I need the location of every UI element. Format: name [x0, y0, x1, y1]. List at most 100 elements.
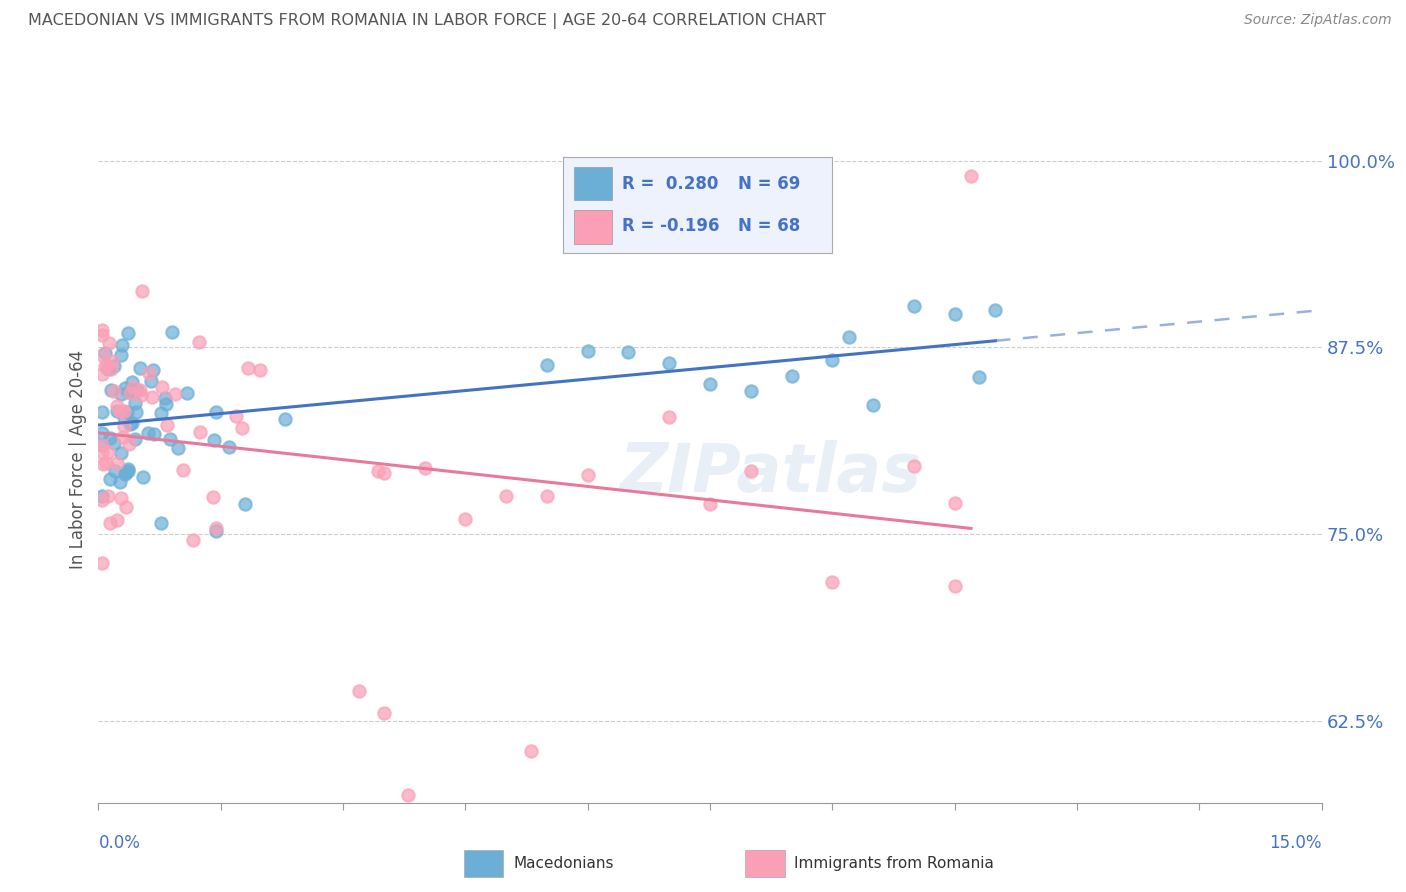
Point — [94, 359, 117, 374]
Bar — [574, 210, 612, 244]
Point — [413, 460, 436, 475]
Point — [862, 398, 884, 412]
Point — [396, 789, 419, 803]
Text: N = 68: N = 68 — [738, 218, 800, 235]
Point — [97, 362, 120, 376]
Point — [117, 464, 139, 478]
Point — [780, 369, 803, 384]
Point — [159, 433, 181, 447]
Point — [225, 409, 247, 423]
Point — [98, 431, 121, 445]
Point — [105, 404, 128, 418]
Point — [617, 344, 640, 359]
Point — [91, 327, 114, 342]
Point — [984, 302, 1007, 317]
Point — [124, 395, 146, 409]
Point — [108, 404, 131, 418]
Point — [163, 386, 186, 401]
Point — [205, 405, 228, 419]
Point — [150, 405, 173, 419]
Point — [141, 363, 163, 377]
Point — [127, 383, 149, 397]
Text: ZIPatlas: ZIPatlas — [620, 440, 922, 506]
Point — [118, 384, 141, 399]
Text: 0.0%: 0.0% — [98, 834, 141, 852]
Y-axis label: In Labor Force | Age 20-64: In Labor Force | Age 20-64 — [69, 350, 87, 569]
Text: Source: ZipAtlas.com: Source: ZipAtlas.com — [1244, 13, 1392, 28]
Point — [249, 363, 271, 377]
Point — [117, 461, 139, 475]
Point — [131, 284, 153, 298]
Text: 15.0%: 15.0% — [1270, 834, 1322, 852]
Point — [821, 353, 844, 368]
Point — [120, 384, 142, 398]
Point — [91, 437, 114, 451]
Point — [96, 358, 118, 372]
Point — [108, 475, 131, 489]
Point — [138, 366, 160, 380]
Point — [838, 329, 860, 343]
Point — [454, 512, 477, 526]
Text: Immigrants from Romania: Immigrants from Romania — [794, 856, 994, 871]
Point — [155, 397, 177, 411]
Point — [699, 497, 721, 511]
Point — [98, 516, 121, 531]
Point — [141, 390, 163, 404]
Point — [91, 489, 114, 503]
Point — [91, 445, 114, 459]
Point — [903, 458, 925, 473]
Point — [576, 468, 599, 483]
Point — [536, 358, 558, 372]
Point — [100, 354, 122, 368]
Point — [167, 442, 190, 456]
Point — [100, 384, 122, 398]
Point — [129, 384, 152, 398]
Point — [576, 344, 599, 359]
Point — [202, 490, 225, 504]
Point — [110, 491, 132, 505]
Point — [97, 444, 120, 458]
Point — [122, 380, 145, 394]
Point — [367, 464, 389, 478]
Point — [903, 299, 925, 313]
Point — [110, 446, 132, 460]
Point — [162, 325, 184, 339]
Point — [349, 683, 371, 698]
Point — [91, 426, 114, 441]
Point — [143, 427, 166, 442]
Point — [125, 405, 148, 419]
Point — [943, 307, 966, 321]
Point — [205, 521, 228, 535]
Point — [117, 326, 139, 341]
Point — [740, 384, 762, 399]
Point — [740, 464, 762, 478]
Point — [120, 385, 142, 400]
Point — [172, 463, 194, 477]
Point — [943, 579, 966, 593]
Point — [153, 392, 176, 406]
Point — [105, 399, 128, 413]
Point — [110, 387, 132, 401]
Point — [155, 417, 177, 432]
Point — [105, 456, 128, 470]
Text: R =  0.280: R = 0.280 — [623, 175, 718, 193]
Point — [91, 438, 114, 452]
Point — [132, 469, 155, 483]
Point — [98, 472, 121, 486]
Point — [233, 497, 256, 511]
Point — [91, 348, 114, 362]
Point — [114, 467, 136, 481]
Point — [103, 384, 125, 399]
Point — [104, 464, 127, 478]
Point — [658, 356, 681, 370]
Point — [94, 456, 117, 470]
Text: N = 69: N = 69 — [738, 175, 800, 193]
Point — [97, 335, 120, 350]
Point — [181, 533, 204, 547]
Point — [110, 349, 132, 363]
Point — [960, 169, 983, 183]
Point — [176, 385, 198, 400]
Point — [120, 417, 142, 431]
Point — [103, 436, 125, 450]
Point — [821, 575, 844, 590]
